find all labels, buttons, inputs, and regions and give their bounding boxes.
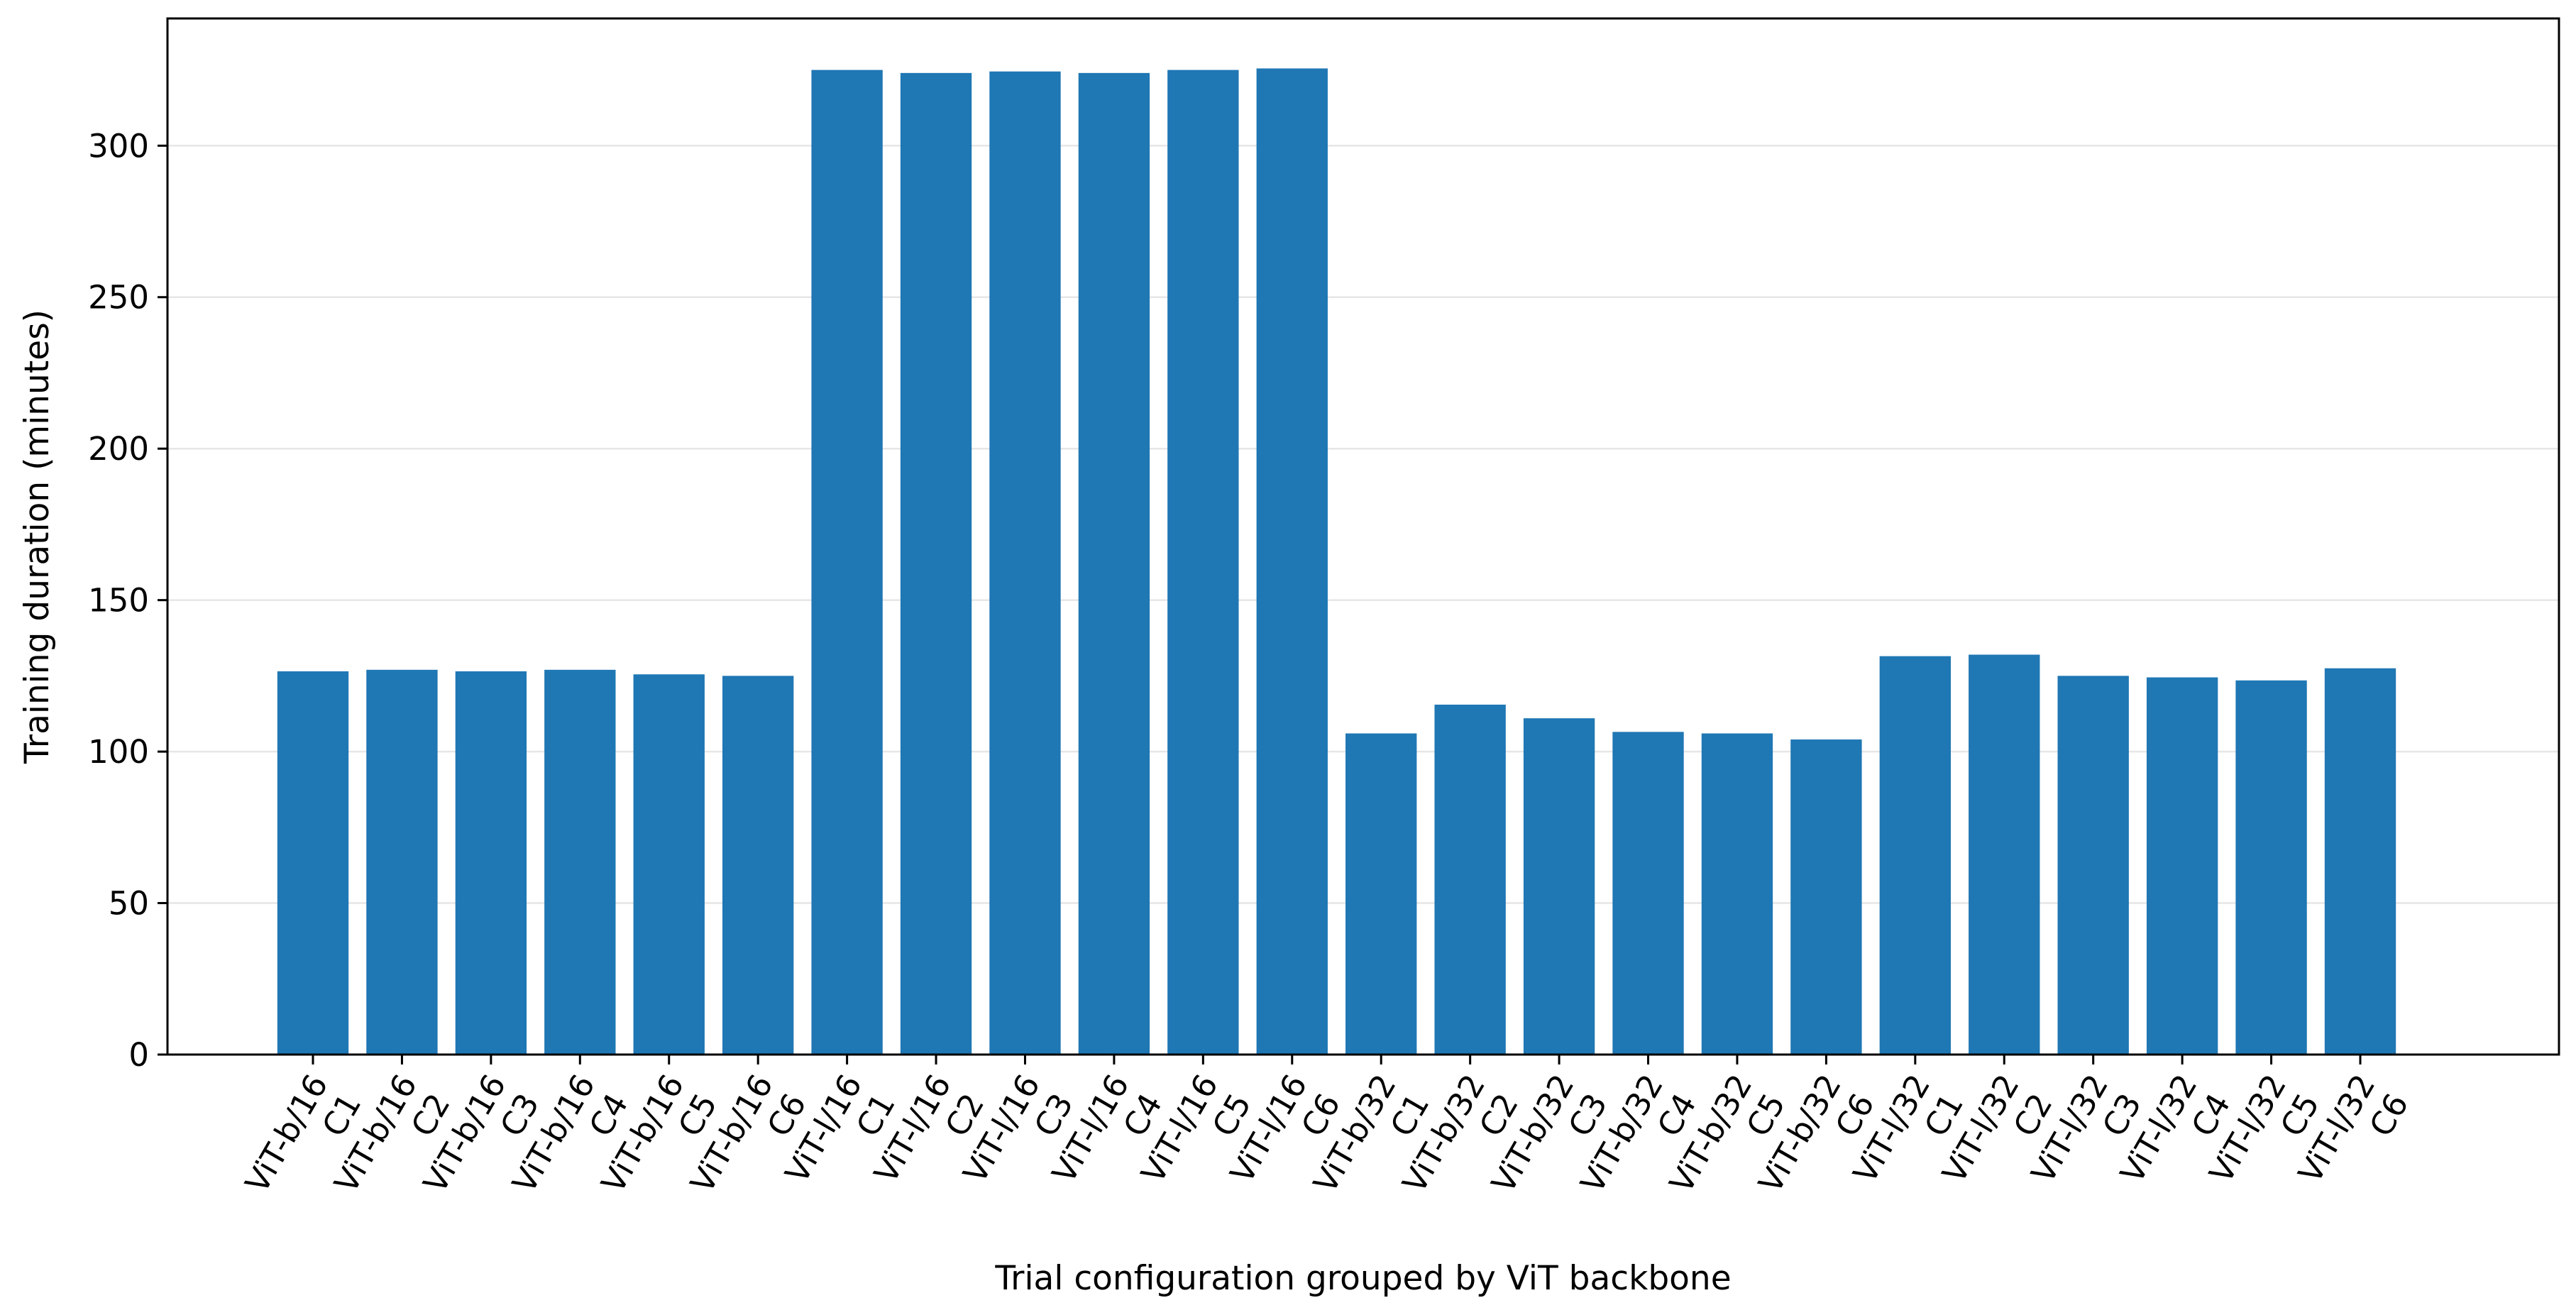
bar (455, 671, 527, 1055)
bar (1167, 70, 1239, 1055)
y-tick-label: 50 (109, 885, 149, 923)
plot-frame (166, 17, 2560, 1056)
bar (1256, 68, 1328, 1055)
bar (900, 72, 972, 1055)
bar (1701, 733, 1773, 1055)
y-tick-label: 150 (88, 582, 149, 620)
bars (277, 68, 2396, 1055)
bar (544, 669, 616, 1055)
bar (2057, 676, 2129, 1055)
bar (811, 70, 883, 1055)
bar (1345, 733, 1417, 1055)
bar (1434, 704, 1506, 1055)
bar (1523, 718, 1595, 1055)
bar (1879, 656, 1951, 1055)
y-axis: 0 50 100 150 200 250 300 (88, 127, 167, 1074)
x-axis-label: Trial configuration grouped by ViT backb… (994, 1259, 1731, 1298)
y-tick-label: 100 (88, 733, 149, 771)
bar (989, 71, 1061, 1055)
bar (2235, 680, 2307, 1055)
y-tick-label: 250 (88, 279, 149, 317)
y-tick-label: 0 (128, 1036, 149, 1074)
bar (366, 669, 438, 1055)
bar (1612, 732, 1684, 1055)
bar (722, 676, 794, 1055)
bar (277, 671, 349, 1055)
bar (1078, 72, 1150, 1055)
bar (1790, 739, 1862, 1055)
y-tick-label: 300 (88, 127, 149, 165)
bar (2324, 668, 2396, 1055)
bar (633, 674, 705, 1055)
bar (1969, 654, 2040, 1055)
y-axis-label: Training duration (minutes) (18, 309, 57, 764)
y-tick-label: 200 (88, 430, 149, 468)
bar (2146, 677, 2218, 1055)
